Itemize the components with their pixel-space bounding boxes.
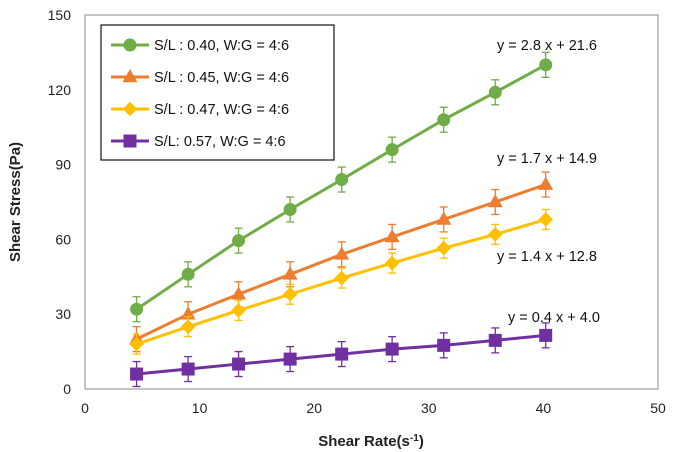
data-point bbox=[488, 333, 502, 347]
legend-box bbox=[100, 24, 335, 161]
y-tick-label: 120 bbox=[48, 82, 72, 98]
data-point bbox=[538, 212, 553, 227]
y-tick-label: 0 bbox=[63, 381, 71, 397]
legend-marker bbox=[122, 101, 138, 117]
trend-equation: y = 0.4 x + 4.0 bbox=[508, 310, 600, 326]
data-point bbox=[384, 255, 400, 271]
x-tick-label: 40 bbox=[536, 400, 552, 416]
data-point bbox=[539, 58, 553, 72]
data-point bbox=[130, 302, 144, 316]
data-point bbox=[231, 303, 246, 318]
series-3 bbox=[129, 208, 553, 355]
series-4 bbox=[130, 322, 553, 388]
data-point bbox=[129, 336, 144, 352]
data-point bbox=[130, 367, 144, 381]
data-point bbox=[384, 228, 400, 243]
x-tick-label: 50 bbox=[650, 400, 666, 416]
x-axis-title: Shear Rate(s-1) bbox=[318, 433, 424, 451]
data-point bbox=[334, 246, 350, 260]
data-point bbox=[232, 357, 246, 371]
x-tick-label: 30 bbox=[421, 400, 437, 416]
data-point bbox=[437, 113, 451, 127]
series-1 bbox=[130, 51, 553, 323]
legend-entry: S/L : 0.45, W:G = 4:6 bbox=[154, 70, 289, 86]
data-point bbox=[487, 227, 503, 242]
x-tick-label: 10 bbox=[192, 400, 208, 416]
data-point bbox=[538, 176, 554, 190]
data-point bbox=[181, 362, 195, 376]
legend-entry: S/L: 0.57, W:G = 4:6 bbox=[154, 134, 286, 150]
trend-equations: y = 2.8 x + 21.6 y = 1.7 x + 14.9 y = 1.4 … bbox=[497, 38, 600, 326]
legend-marker bbox=[123, 38, 137, 52]
data-point bbox=[231, 286, 247, 300]
legend-marker bbox=[123, 134, 137, 148]
data-point bbox=[436, 240, 452, 256]
trend-equation: y = 2.8 x + 21.6 bbox=[497, 38, 597, 54]
data-point bbox=[335, 347, 349, 361]
x-tick-label: 0 bbox=[81, 400, 89, 416]
data-point bbox=[181, 267, 195, 281]
x-tick-label: 20 bbox=[306, 400, 322, 416]
trend-equation: y = 1.7 x + 14.9 bbox=[497, 151, 597, 167]
data-point bbox=[385, 143, 399, 157]
data-point bbox=[488, 85, 502, 99]
data-point bbox=[437, 338, 451, 352]
trend-equation: y = 1.4 x + 12.8 bbox=[497, 249, 597, 265]
data-point bbox=[283, 352, 297, 366]
y-tick-label: 150 bbox=[48, 7, 72, 23]
data-point bbox=[232, 234, 246, 248]
data-point bbox=[539, 328, 553, 342]
data-point bbox=[282, 286, 298, 302]
legend-marker bbox=[122, 69, 138, 83]
data-point bbox=[487, 194, 503, 208]
data-point bbox=[436, 211, 452, 225]
series-layer bbox=[129, 51, 554, 388]
data-point bbox=[335, 173, 349, 187]
legend-entry: S/L : 0.40, W:G = 4:6 bbox=[154, 38, 289, 54]
legend-entry: S/L : 0.47, W:G = 4:6 bbox=[154, 102, 289, 118]
data-point bbox=[385, 342, 399, 356]
y-axis-title: Shear Stress(Pa) bbox=[7, 142, 24, 262]
y-tick-label: 90 bbox=[55, 157, 71, 173]
legend: S/L : 0.40, W:G = 4:6 S/L : 0.45, W:G = 4… bbox=[100, 24, 335, 161]
y-tick-label: 30 bbox=[55, 306, 71, 322]
y-tick-label: 60 bbox=[55, 231, 71, 247]
data-point bbox=[180, 319, 196, 334]
data-point bbox=[282, 266, 298, 280]
axis-ticks: 0 10 20 30 40 50 0 30 60 90 120 150 bbox=[48, 7, 666, 416]
data-point bbox=[334, 270, 350, 286]
data-point bbox=[283, 202, 297, 216]
